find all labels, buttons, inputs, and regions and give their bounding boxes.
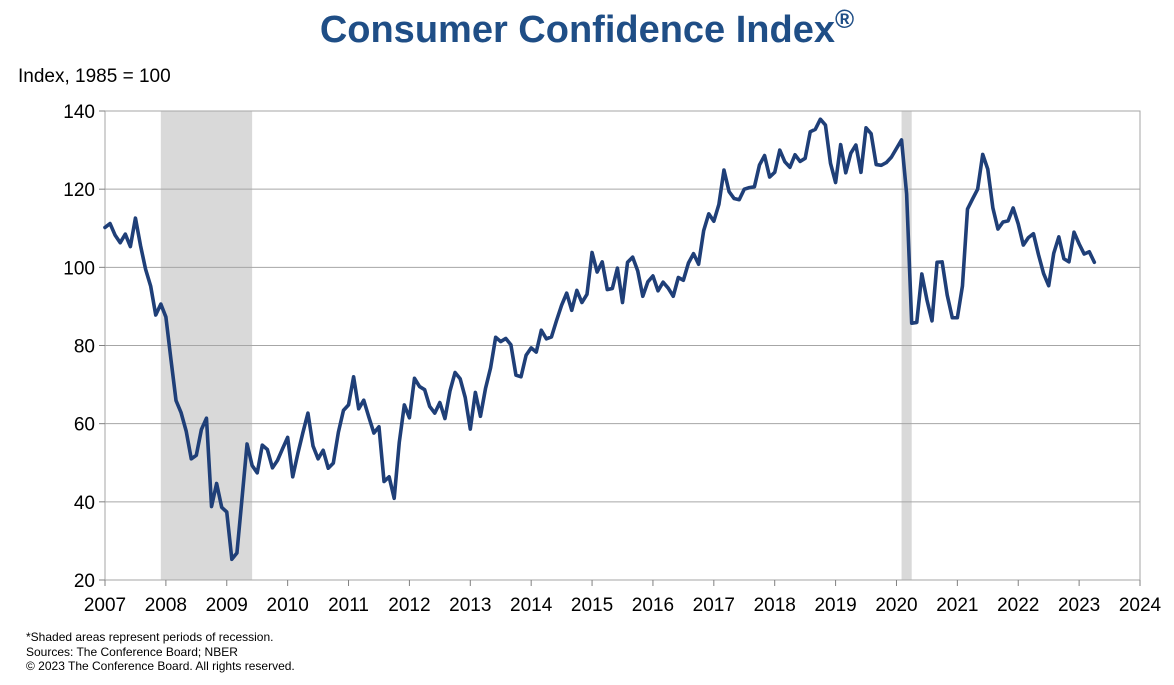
y-tick-label-60: 60 (74, 415, 95, 436)
chart-title-text: Consumer Confidence Index (319, 9, 836, 51)
y-tick-label-140: 140 (63, 102, 95, 123)
y-tick-label-20: 20 (74, 571, 95, 592)
chart-title: Consumer Confidence Index® (0, 4, 1174, 52)
x-tick-label-2010: 2010 (267, 595, 309, 616)
x-tick-label-2014: 2014 (510, 595, 553, 616)
footnote-recession: *Shaded areas represent periods of reces… (26, 630, 274, 644)
footer-notes: *Shaded areas represent periods of reces… (26, 630, 295, 674)
y-axis-label: Index, 1985 = 100 (18, 66, 171, 87)
x-tick-label-2011: 2011 (328, 595, 369, 616)
x-tick-label-2020: 2020 (875, 595, 917, 616)
x-tick-label-2012: 2012 (388, 595, 430, 616)
y-tick-label-80: 80 (74, 337, 95, 358)
y-tick-label-40: 40 (74, 493, 95, 514)
y-tick-label-100: 100 (63, 258, 95, 279)
x-tick-label-2013: 2013 (449, 595, 491, 616)
gridlines (105, 188, 1140, 503)
x-tick-label-2015: 2015 (571, 595, 613, 616)
x-tick-label-2016: 2016 (632, 595, 674, 616)
x-tick-label-2019: 2019 (814, 595, 856, 616)
x-tick-label-2023: 2023 (1058, 595, 1100, 616)
registered-mark: ® (835, 4, 855, 34)
footnote-copyright: © 2023 The Conference Board. All rights … (26, 659, 295, 673)
x-tick-label-2009: 2009 (206, 595, 248, 616)
axes: 20 40 60 80 100 120 140 2007 2008 2009 2010 2011 201… (63, 102, 1161, 616)
x-tick-label-2007: 2007 (84, 595, 126, 616)
footnote-sources: Sources: The Conference Board; NBER (26, 644, 238, 659)
y-tick-label-120: 120 (63, 180, 95, 201)
x-tick-label-2024: 2024 (1119, 595, 1162, 616)
x-tick-label-2018: 2018 (754, 595, 796, 616)
series-line-0 (103, 117, 1097, 562)
x-tick-label-2021: 2021 (936, 595, 978, 616)
x-tick-label-2017: 2017 (693, 595, 735, 616)
line-chart: 20 40 60 80 100 120 140 2007 2008 2009 2010 2011 201… (63, 102, 1161, 616)
series-layer (103, 117, 1097, 562)
x-tick-label-2022: 2022 (997, 595, 1039, 616)
x-tick-label-2008: 2008 (145, 595, 187, 616)
